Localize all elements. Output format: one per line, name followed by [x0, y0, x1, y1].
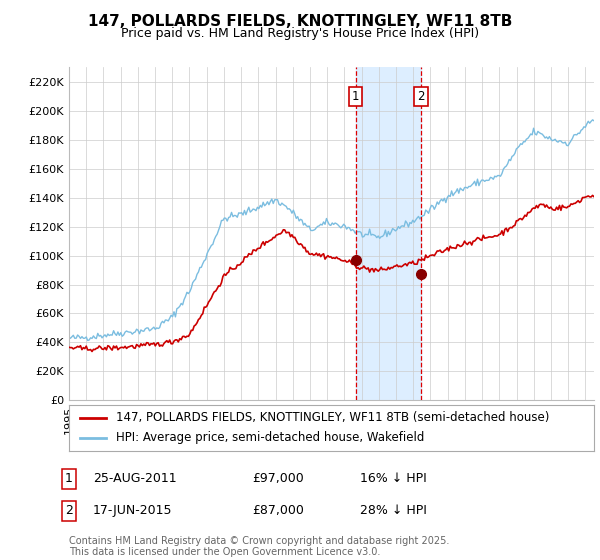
- Text: 17-JUN-2015: 17-JUN-2015: [93, 504, 173, 517]
- Text: Contains HM Land Registry data © Crown copyright and database right 2025.
This d: Contains HM Land Registry data © Crown c…: [69, 535, 449, 557]
- Text: £97,000: £97,000: [252, 472, 304, 486]
- Text: £87,000: £87,000: [252, 504, 304, 517]
- Text: 147, POLLARDS FIELDS, KNOTTINGLEY, WF11 8TB (semi-detached house): 147, POLLARDS FIELDS, KNOTTINGLEY, WF11 …: [116, 411, 550, 424]
- Bar: [356, 67, 421, 400]
- Text: 2: 2: [65, 504, 73, 517]
- Text: 1: 1: [65, 472, 73, 486]
- Text: 1: 1: [352, 90, 359, 102]
- Text: 16% ↓ HPI: 16% ↓ HPI: [360, 472, 427, 486]
- Text: HPI: Average price, semi-detached house, Wakefield: HPI: Average price, semi-detached house,…: [116, 431, 425, 445]
- Text: 2: 2: [418, 90, 425, 102]
- Text: 28% ↓ HPI: 28% ↓ HPI: [360, 504, 427, 517]
- Text: Price paid vs. HM Land Registry's House Price Index (HPI): Price paid vs. HM Land Registry's House …: [121, 27, 479, 40]
- Text: 25-AUG-2011: 25-AUG-2011: [93, 472, 176, 486]
- Text: 147, POLLARDS FIELDS, KNOTTINGLEY, WF11 8TB: 147, POLLARDS FIELDS, KNOTTINGLEY, WF11 …: [88, 14, 512, 29]
